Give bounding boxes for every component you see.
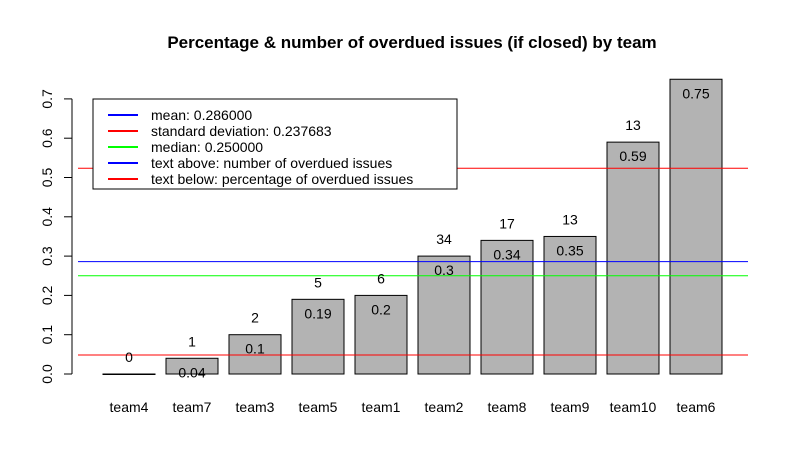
count-label: 6 — [377, 270, 385, 286]
x-tick-label: team7 — [173, 399, 212, 415]
x-tick-label: team10 — [610, 399, 657, 415]
percentage-label: 0.34 — [493, 246, 520, 262]
percentage-label: 0.04 — [178, 364, 205, 380]
chart-title: Percentage & number of overdued issues (… — [167, 33, 656, 52]
count-label: 0 — [125, 349, 133, 365]
legend-entry: text below: percentage of overdued issue… — [151, 171, 413, 187]
bar — [102, 373, 156, 375]
percentage-label: 0.19 — [304, 305, 331, 321]
legend-entry: standard deviation: 0.237683 — [151, 123, 332, 139]
bar-labels: 0 1 0.04 2 0.1 5 0.19 6 0.2 34 0.3 17 0.34 13 0.35 13 0.… — [125, 85, 710, 380]
y-tick-label: 0.2 — [39, 285, 55, 305]
bar — [669, 78, 723, 375]
x-tick-label: team3 — [236, 399, 275, 415]
x-tick-label: team2 — [425, 399, 464, 415]
legend-entry: text above: number of overdued issues — [151, 155, 392, 171]
y-axis: 0.0 0.1 0.2 0.3 0.4 0.5 0.6 0.7 — [39, 89, 73, 384]
percentage-label: 0.2 — [371, 301, 391, 317]
y-tick-label: 0.7 — [39, 89, 55, 109]
bar — [606, 141, 660, 375]
x-tick-label: team5 — [299, 399, 338, 415]
bar — [543, 235, 597, 375]
legend-entry: mean: 0.286000 — [151, 107, 252, 123]
bar — [480, 239, 534, 375]
count-label: 17 — [499, 215, 515, 231]
y-tick-label: 0.0 — [39, 364, 55, 384]
y-tick-label: 0.4 — [39, 207, 55, 227]
count-label: 13 — [625, 117, 641, 133]
bar — [165, 357, 219, 375]
count-label: 1 — [188, 333, 196, 349]
y-tick-label: 0.6 — [39, 128, 55, 148]
x-tick-label: team8 — [488, 399, 527, 415]
x-axis-labels: team4 team7 team3 team5 team1 team2 team8 team9… — [110, 399, 716, 415]
x-tick-label: team6 — [677, 399, 716, 415]
percentage-label: 0.3 — [434, 262, 454, 278]
x-tick-label: team9 — [551, 399, 590, 415]
y-tick-label: 0.1 — [39, 325, 55, 345]
y-tick-label: 0.5 — [39, 168, 55, 188]
percentage-label: 0.59 — [619, 148, 646, 164]
bar — [228, 334, 282, 375]
y-tick-label: 0.3 — [39, 246, 55, 266]
percentage-label: 0.1 — [245, 341, 265, 357]
bar — [354, 294, 408, 375]
percentage-label: 0.75 — [682, 85, 709, 101]
x-tick-label: team4 — [110, 399, 149, 415]
legend-box — [92, 98, 458, 190]
percentage-label: 0.35 — [556, 242, 583, 258]
count-label: 2 — [251, 310, 259, 326]
x-tick-label: team1 — [362, 399, 401, 415]
bar — [291, 298, 345, 375]
legend-entry: median: 0.250000 — [151, 139, 263, 155]
count-label: 13 — [562, 211, 578, 227]
count-label: 34 — [436, 231, 452, 247]
count-label: 5 — [314, 274, 322, 290]
